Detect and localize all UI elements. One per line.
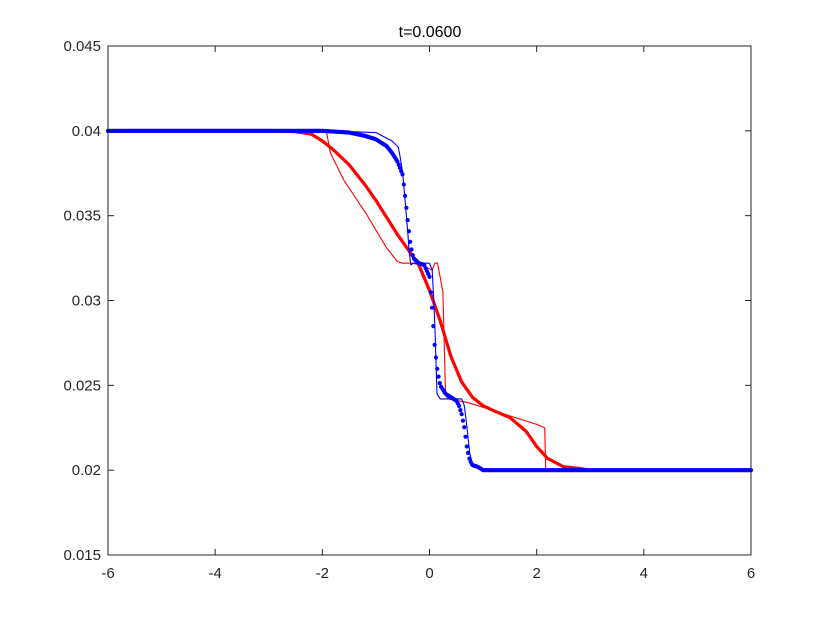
x-tick-label-3: 0 — [425, 565, 433, 582]
series-2-point-273 — [456, 403, 462, 409]
series-2-point-274 — [458, 408, 463, 413]
x-tick-label-0: -6 — [101, 565, 114, 582]
y-tick-label-5: 0.04 — [72, 123, 101, 140]
x-tick-label-6: 6 — [747, 565, 755, 582]
y-tick-label-0: 0.015 — [63, 547, 101, 564]
x-tick-label-1: -4 — [208, 565, 221, 582]
series-2-point-251 — [428, 290, 433, 295]
series-2-point-227 — [397, 165, 403, 170]
x-axis: -6 -4 -2 0 2 4 6 — [101, 46, 755, 582]
y-tick-label-1: 0.02 — [72, 462, 101, 479]
series-layer — [105, 128, 754, 473]
x-tick-label-2: -2 — [316, 565, 329, 582]
series-2-point-278 — [463, 434, 468, 439]
series-2-point-252 — [429, 305, 435, 310]
series-2-point-279 — [464, 444, 469, 449]
series-2-point-275 — [459, 412, 464, 417]
series-0-line — [106, 129, 753, 472]
series-2-point-257 — [436, 374, 441, 379]
series-2-point-276 — [460, 418, 466, 423]
x-tick-label-4: 2 — [532, 565, 540, 582]
y-tick-label-2: 0.025 — [63, 377, 101, 394]
series-2-point-237 — [410, 253, 415, 258]
y-axis: 0.015 0.02 0.025 0.03 0.035 0.04 0.045 — [63, 38, 751, 564]
series-2-point-277 — [462, 425, 467, 430]
axes-box — [107, 45, 752, 556]
series-2-point-235 — [408, 239, 413, 244]
y-tick-label-4: 0.035 — [63, 208, 101, 225]
series-3-line — [107, 130, 752, 471]
series-1-line — [107, 130, 752, 471]
series-2-point-236 — [409, 247, 414, 252]
y-tick-label-6: 0.045 — [63, 38, 101, 55]
series-2-point-225 — [395, 159, 400, 164]
series-2-point-254 — [432, 342, 437, 347]
series-2-point-258 — [437, 381, 442, 386]
y-tick-label-3: 0.03 — [72, 293, 101, 310]
plot-area — [107, 45, 752, 556]
chart-title: t=0.0600 — [399, 24, 462, 41]
series-2-point-226 — [396, 162, 401, 167]
series-2-point-250 — [427, 274, 432, 279]
x-tick-label-5: 4 — [640, 565, 648, 582]
